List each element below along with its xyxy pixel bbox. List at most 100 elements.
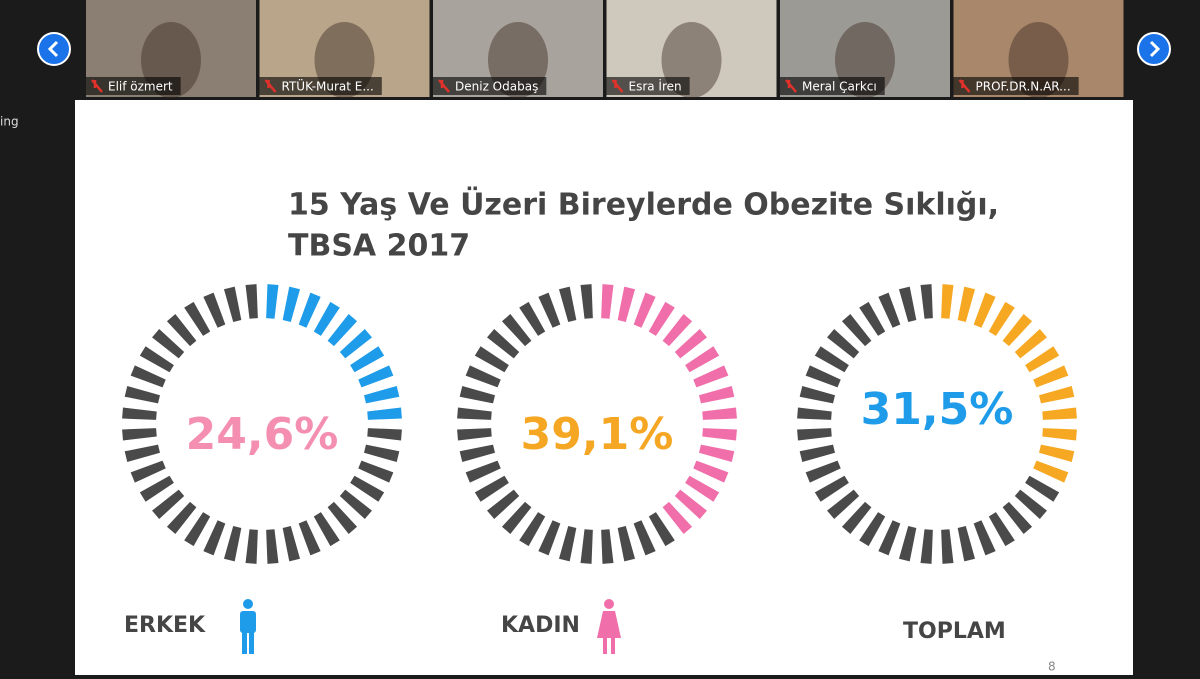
ring-segment xyxy=(223,286,242,322)
ring-segment xyxy=(459,444,495,463)
ring-segment-filled xyxy=(1039,385,1075,404)
ring-segment xyxy=(941,529,954,564)
ring-segment xyxy=(898,526,917,562)
prev-button[interactable] xyxy=(37,32,71,66)
ring-segment-filled xyxy=(702,407,737,420)
ring-segment xyxy=(203,520,226,556)
participant-name: Esra İren xyxy=(629,79,682,94)
chart-label: TOPLAM xyxy=(903,619,1006,644)
ring-segment xyxy=(122,407,157,420)
slide xyxy=(75,100,1133,675)
ring-segment xyxy=(797,407,832,420)
slide-title: TBSA 2017 xyxy=(288,229,470,264)
ring-segment xyxy=(841,501,872,534)
ring-segment-filled xyxy=(350,346,385,373)
ring-segment xyxy=(805,460,841,483)
name-background xyxy=(259,77,382,95)
ring-segment-filled xyxy=(339,328,372,359)
ring-segment xyxy=(203,292,226,328)
participant-name: Elif özmert xyxy=(108,80,173,94)
ring-segment xyxy=(184,301,211,336)
ring-segment xyxy=(859,512,886,547)
ring-segment-filled xyxy=(266,284,279,319)
chart-label: ERKEK xyxy=(124,613,206,638)
ring-segment-filled xyxy=(358,365,394,388)
ring-segment xyxy=(245,284,258,319)
mic-muted-icon xyxy=(91,79,103,93)
next-circle xyxy=(1137,32,1171,66)
ring-chart: 24,6% xyxy=(122,284,402,564)
ring-segment xyxy=(166,501,197,534)
mic-muted-icon xyxy=(785,79,797,93)
female-icon xyxy=(597,599,621,654)
mic-muted-icon xyxy=(958,79,971,93)
ring-segment-filled xyxy=(313,301,340,336)
ring-segment xyxy=(601,529,614,564)
ring-segment-filled xyxy=(674,328,707,359)
ring-segment xyxy=(298,520,321,556)
video-strip: Elif özmert RTÜK-Murat E... Deniz Odabaş Es… xyxy=(86,0,1124,98)
ring-segment xyxy=(1002,501,1033,534)
ring-segment xyxy=(580,284,593,319)
ring-segment xyxy=(122,428,157,441)
ring-segment-filled xyxy=(685,475,720,502)
page-number: 8 xyxy=(1048,660,1056,674)
ring-segment xyxy=(827,489,860,520)
video-tile[interactable]: Meral Çarkcı xyxy=(780,0,950,98)
ring-segment-filled xyxy=(988,301,1015,336)
ring-segment-filled xyxy=(674,489,707,520)
ring-segment xyxy=(878,292,901,328)
ring-segment-filled xyxy=(367,407,402,420)
ring-segment-filled xyxy=(1025,346,1060,373)
video-tile[interactable]: RTÜK-Murat E... xyxy=(259,0,430,98)
video-tile[interactable]: PROF.DR.N.AR... xyxy=(953,0,1124,98)
ring-segment xyxy=(878,520,901,556)
ring-segment xyxy=(139,346,174,373)
video-tile[interactable]: Elif özmert xyxy=(86,0,256,98)
ring-segment xyxy=(799,385,835,404)
ring-segment-filled xyxy=(601,284,614,319)
prev-circle xyxy=(37,32,71,66)
ring-segment xyxy=(814,346,849,373)
ring-chart: 31,5% xyxy=(797,284,1077,564)
ring-segment-filled xyxy=(1039,444,1075,463)
video-tile[interactable]: Deniz Odabaş xyxy=(433,0,603,98)
ring-segment xyxy=(130,365,166,388)
ring-segment xyxy=(859,301,886,336)
ring-segment-filled xyxy=(1002,314,1033,347)
ring-segment xyxy=(367,428,402,441)
participant-name: Meral Çarkcı xyxy=(802,80,877,94)
ring-segment xyxy=(487,328,520,359)
ring-segment-filled xyxy=(1042,428,1077,441)
ring-segment-filled xyxy=(648,301,675,336)
ring-segment-filled xyxy=(693,460,729,483)
prev-arrow xyxy=(47,40,59,58)
participant-name: PROF.DR.N.AR... xyxy=(976,80,1071,94)
ring-segment xyxy=(327,501,358,534)
ring-segment xyxy=(364,444,400,463)
ring-segment-filled xyxy=(662,501,693,534)
ring-segment-filled xyxy=(699,385,735,404)
mic-muted-icon xyxy=(611,79,624,93)
ring-segment-filled xyxy=(282,286,301,322)
next-button[interactable] xyxy=(1137,32,1171,66)
ring-segment xyxy=(538,520,561,556)
ring-segment xyxy=(957,526,976,562)
ring-segment xyxy=(988,512,1015,547)
ring-segment xyxy=(166,314,197,347)
name-background xyxy=(86,77,181,95)
ring-segment-filled xyxy=(617,286,636,322)
ring-segment xyxy=(339,489,372,520)
ring-segment xyxy=(152,328,185,359)
slide-title: 15 Yaş Ve Üzeri Bireylerde Obezite Sıklı… xyxy=(288,186,999,223)
ring-segment-filled xyxy=(364,385,400,404)
video-tile[interactable]: Esra İren xyxy=(606,0,777,98)
ring-segment xyxy=(152,489,185,520)
ring-segment xyxy=(805,365,841,388)
ring-segment-filled xyxy=(298,292,321,328)
ring-segment xyxy=(474,475,509,502)
ring-segment xyxy=(457,407,492,420)
ring-segment xyxy=(223,526,242,562)
ring-chart: 39,1% xyxy=(457,284,737,564)
ring-segment-filled xyxy=(699,444,735,463)
